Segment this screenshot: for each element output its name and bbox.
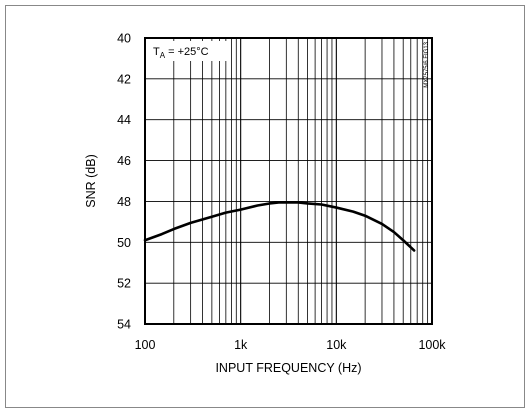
y-tick-label: 54 — [117, 318, 131, 332]
x-tick-label: 100 — [135, 338, 156, 352]
annotation-background — [150, 41, 228, 61]
plot-border — [144, 37, 433, 325]
y-tick-label: 40 — [117, 32, 131, 46]
annotation-prefix: T — [153, 46, 160, 58]
annotation-subscript: A — [160, 51, 166, 60]
y-axis-title: SNR (dB) — [84, 154, 98, 207]
figure-id-label: MX7575/6 FIG13 — [424, 41, 430, 87]
x-tick-label: 1k — [234, 338, 248, 352]
x-tick-label: 100k — [418, 338, 446, 352]
y-tick-label: 44 — [117, 113, 131, 127]
y-tick-label: 46 — [117, 154, 131, 168]
x-tick-label: 10k — [326, 338, 347, 352]
temperature-annotation: TA = +25°C — [153, 46, 209, 60]
figure-frame — [5, 5, 525, 408]
y-tick-label: 52 — [117, 277, 131, 291]
grid-layer — [145, 38, 432, 324]
series-line-snr — [143, 201, 416, 252]
y-tick-label: 48 — [117, 195, 131, 209]
annotation-suffix: = +25°C — [165, 46, 209, 58]
y-tick-label: 42 — [117, 72, 131, 86]
x-axis-title: INPUT FREQUENCY (Hz) — [215, 361, 361, 375]
y-tick-label: 50 — [117, 236, 131, 250]
tick-layer: 40 42 44 46 48 50 52 54 100 1k 10k 100k — [117, 32, 446, 353]
